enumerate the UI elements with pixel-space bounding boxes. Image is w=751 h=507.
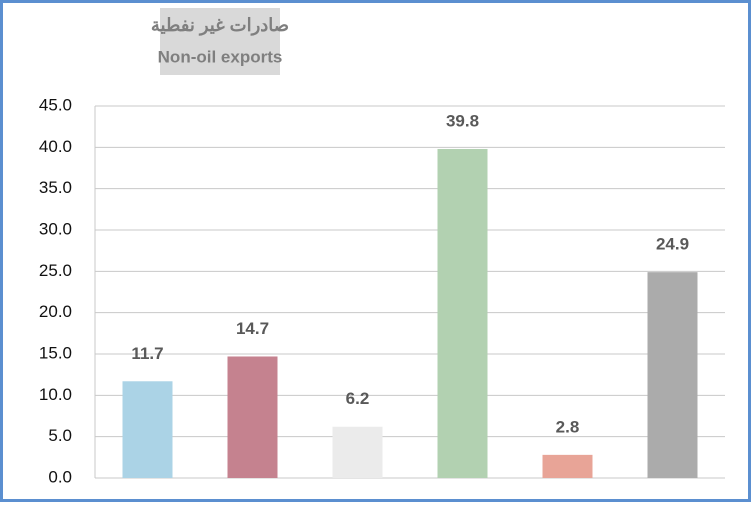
- y-tick-label: 30.0: [39, 219, 72, 238]
- title-box: [160, 8, 280, 75]
- y-tick-label: 10.0: [39, 385, 72, 404]
- value-label: 6.2: [346, 389, 370, 408]
- y-tick-label: 35.0: [39, 178, 72, 197]
- y-tick-label: 15.0: [39, 343, 72, 362]
- value-label: 2.8: [556, 417, 580, 436]
- y-tick-label: 20.0: [39, 302, 72, 321]
- bar: [437, 148, 488, 478]
- value-label: 39.8: [446, 111, 479, 130]
- value-label: 11.7: [131, 344, 163, 363]
- bar: [647, 272, 698, 478]
- bar: [332, 426, 383, 478]
- y-tick-label: 40.0: [39, 137, 72, 156]
- bar: [227, 356, 278, 478]
- chart-title: Non-oil exports: [158, 47, 283, 66]
- y-tick-label: 25.0: [39, 261, 72, 280]
- value-label: 24.9: [656, 235, 689, 254]
- bar: [542, 454, 593, 478]
- value-label: 14.7: [236, 319, 269, 338]
- y-tick-label: 5.0: [48, 426, 72, 445]
- chart-title: صادرات غير نفطية: [151, 15, 289, 36]
- bar: [122, 381, 173, 478]
- y-tick-label: 0.0: [48, 467, 72, 486]
- y-tick-label: 45.0: [39, 95, 72, 114]
